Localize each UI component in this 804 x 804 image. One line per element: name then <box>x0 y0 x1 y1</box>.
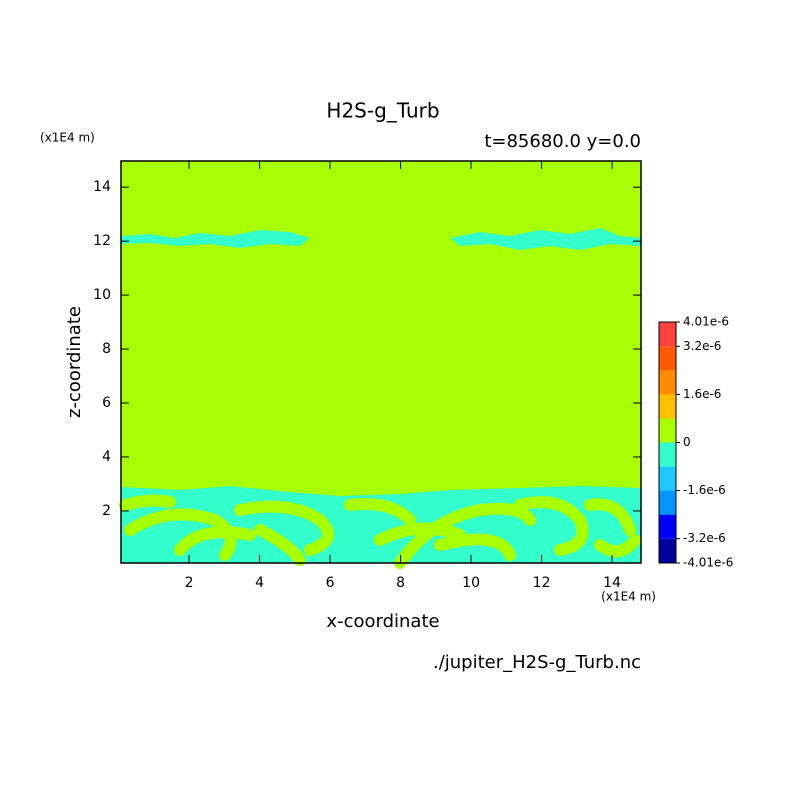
source-label: ./jupiter_H2S-g_Turb.nc <box>433 652 641 673</box>
contour-region <box>514 496 589 556</box>
x-tick-label: 12 <box>533 575 551 591</box>
plot-frame <box>120 160 642 564</box>
x-axis-label: x-coordinate <box>326 611 439 632</box>
colorbar-band <box>659 490 676 515</box>
colorbar-band <box>659 394 676 419</box>
colorbar-tick-label: 1.6e-6 <box>683 387 721 401</box>
contour-region <box>119 494 176 511</box>
colorbar-band <box>659 322 676 347</box>
chart-title: H2S-g_Turb <box>326 99 439 123</box>
contour-region <box>584 498 636 536</box>
x-tick-label: 14 <box>603 575 621 591</box>
x-tick-label: 4 <box>255 575 264 591</box>
x-unit: (x1E4 m) <box>601 590 656 604</box>
contour-region <box>594 534 641 558</box>
colorbar-band <box>659 538 676 563</box>
y-tick-label: 12 <box>93 233 111 249</box>
contour-region <box>344 498 416 526</box>
colorbar-band <box>659 466 676 491</box>
chart-subtitle: t=85680.0 y=0.0 <box>484 131 641 152</box>
colorbar-tick-label: -4.01e-6 <box>683 556 733 570</box>
colorbar-band <box>659 418 676 443</box>
contour-region <box>434 533 516 561</box>
contour-region <box>124 508 237 561</box>
y-tick-label: 10 <box>93 287 111 303</box>
contour-region <box>450 228 641 250</box>
colorbar-band <box>659 370 676 395</box>
colorbar-tick-label: -1.6e-6 <box>683 483 726 497</box>
colorbar-band <box>659 442 676 467</box>
y-tick-label: 4 <box>102 449 111 465</box>
contour-region <box>254 524 306 566</box>
y-tick-label: 6 <box>102 395 111 411</box>
contour-region <box>234 500 334 556</box>
x-tick-label: 8 <box>396 575 405 591</box>
colorbar-tick-label: -3.2e-6 <box>683 531 726 545</box>
x-tick-label: 2 <box>185 575 194 591</box>
contour-region <box>374 522 466 546</box>
colorbar-tick-label: 3.2e-6 <box>683 339 721 353</box>
y-axis-label: z-coordinate <box>64 306 85 418</box>
colorbar-tick-label: 4.01e-6 <box>683 315 729 329</box>
x-tick-label: 6 <box>326 575 335 591</box>
y-unit: (x1E4 m) <box>40 131 95 145</box>
x-tick-label: 10 <box>462 575 480 591</box>
y-tick-label: 2 <box>102 503 111 519</box>
y-tick-label: 14 <box>93 179 111 195</box>
contour-region <box>174 526 256 556</box>
colorbar-band <box>659 514 676 539</box>
contour-region <box>121 230 310 248</box>
colorbar-band <box>659 346 676 371</box>
colorbar-tick-label: 0 <box>683 435 691 449</box>
y-tick-label: 8 <box>102 341 111 357</box>
contour-region <box>394 502 536 569</box>
